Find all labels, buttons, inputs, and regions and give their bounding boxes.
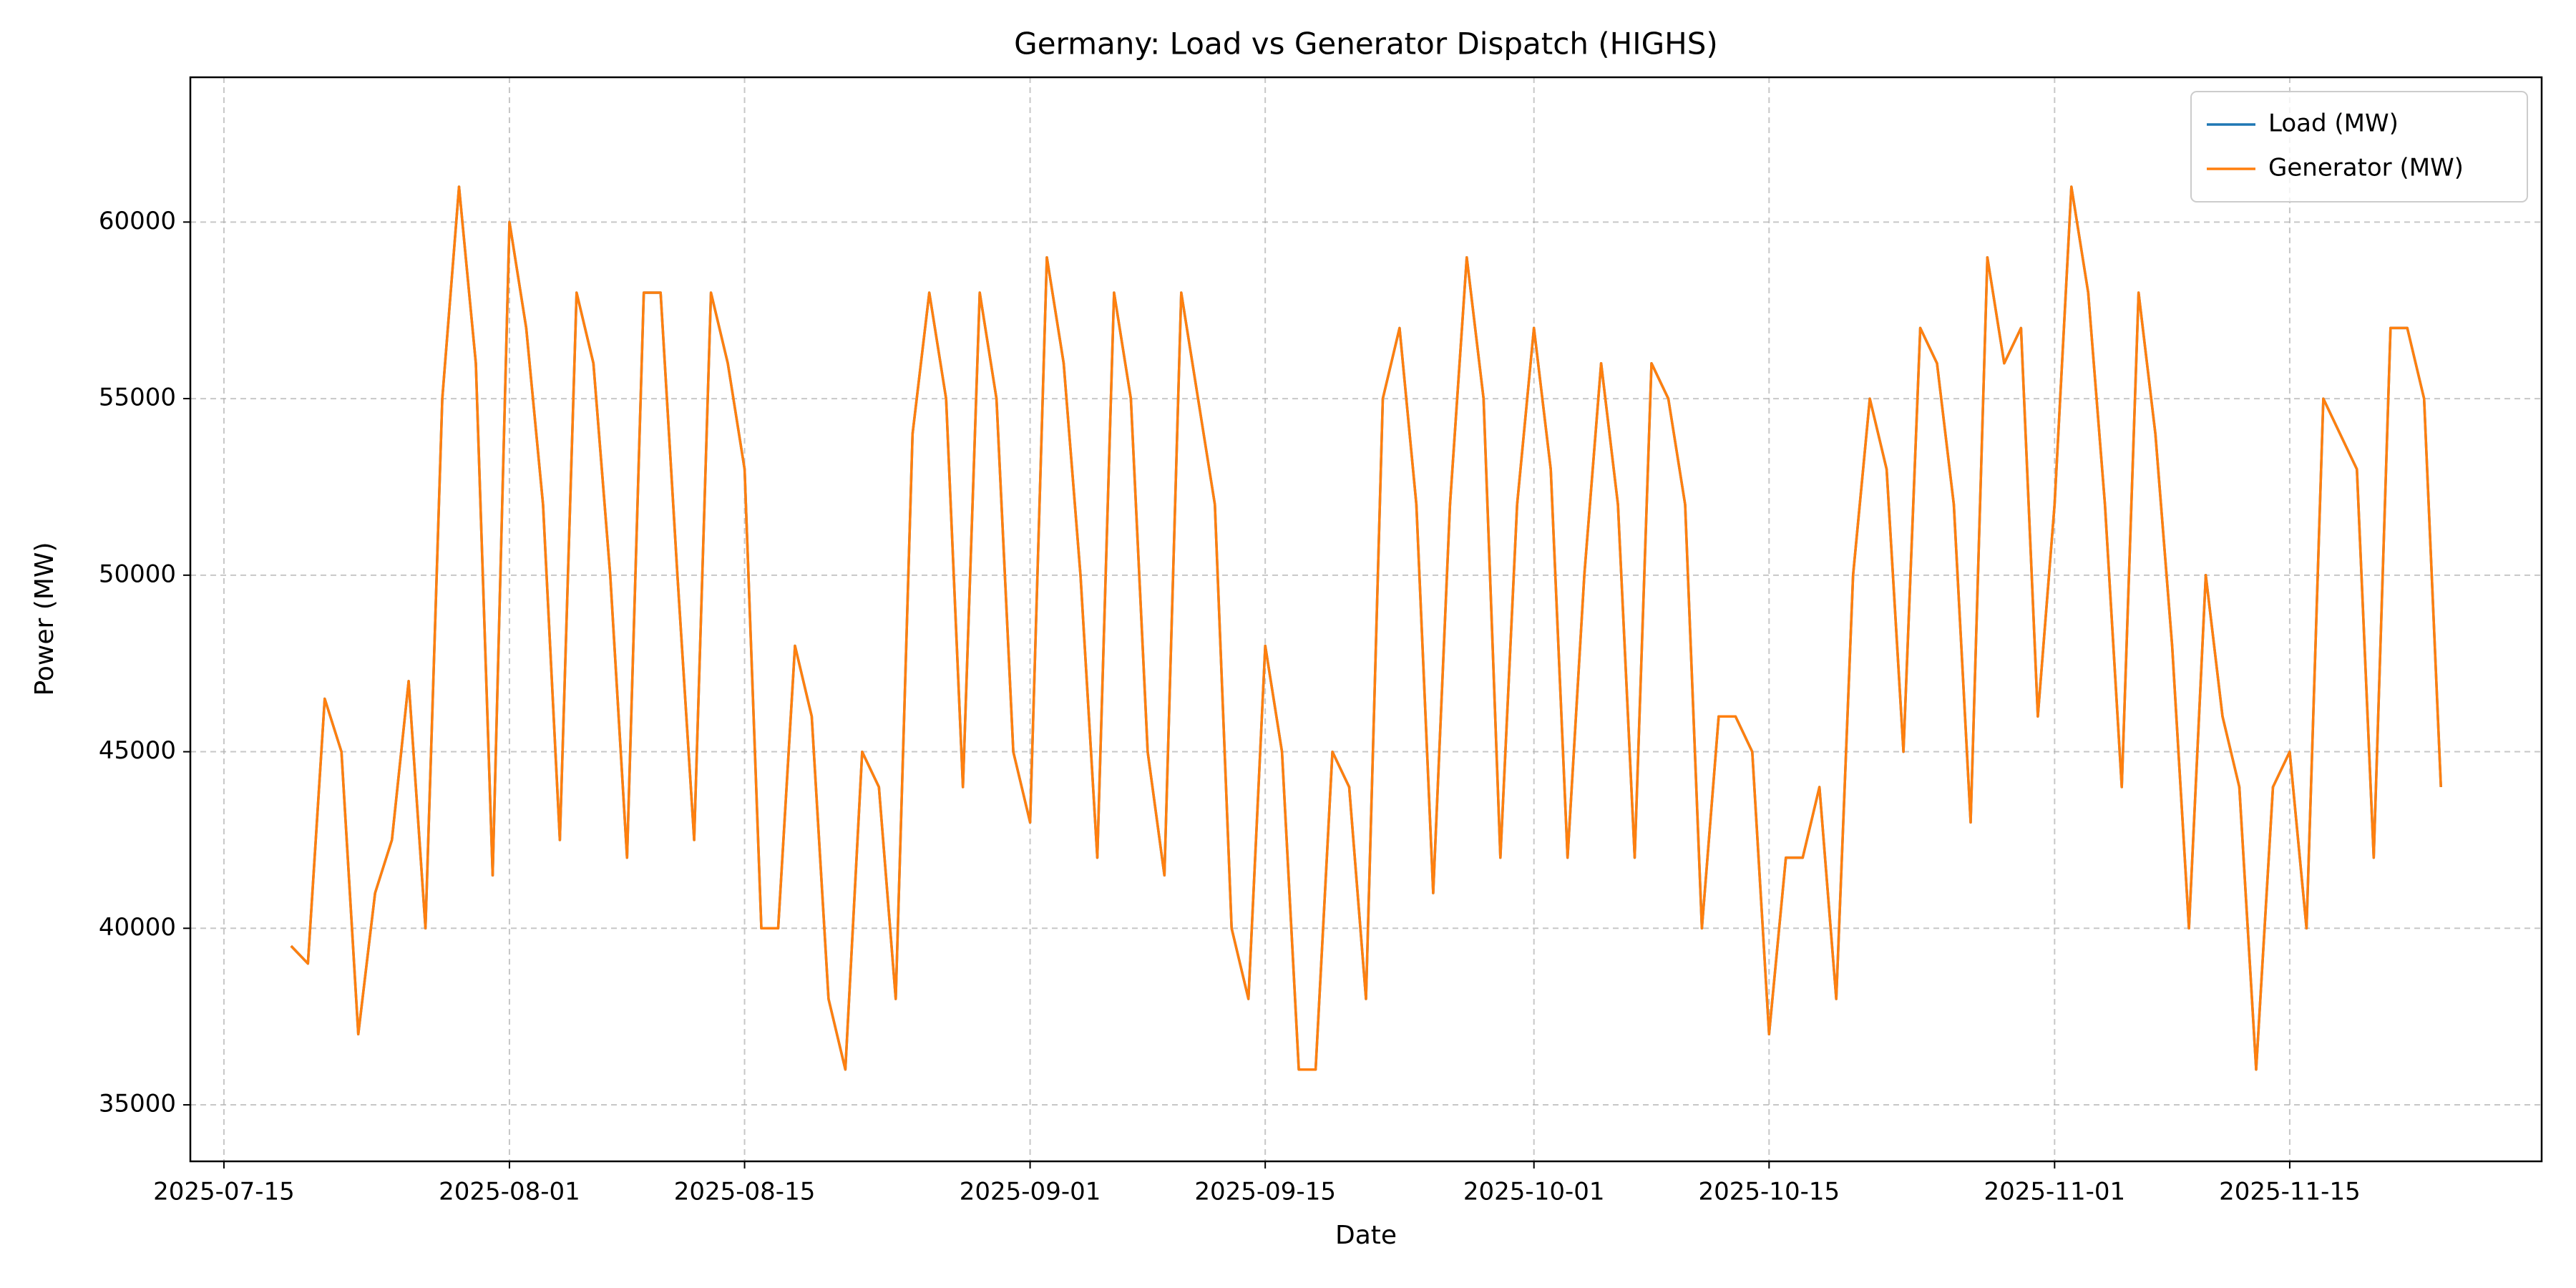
x-tick-label: 2025-08-01	[439, 1178, 580, 1206]
x-tick-label: 2025-07-15	[153, 1178, 295, 1206]
y-tick-label: 50000	[99, 560, 176, 588]
legend-label: Generator (MW)	[2268, 154, 2464, 182]
y-tick-label: 60000	[99, 207, 176, 235]
x-tick-label: 2025-10-15	[1699, 1178, 1840, 1206]
y-tick-label: 55000	[99, 384, 176, 412]
x-axis-label: Date	[1335, 1221, 1397, 1250]
legend-box	[2190, 91, 2528, 203]
x-tick-label: 2025-10-01	[1463, 1178, 1605, 1206]
chart-title: Germany: Load vs Generator Dispatch (HIG…	[1014, 26, 1718, 62]
x-tick-label: 2025-08-15	[674, 1178, 816, 1206]
x-tick-label: 2025-09-15	[1194, 1178, 1336, 1206]
x-tick-label: 2025-09-01	[960, 1178, 1101, 1206]
plot-frame	[189, 76, 2543, 1163]
y-axis-label: Power (MW)	[30, 542, 59, 696]
y-tick-label: 45000	[99, 736, 176, 765]
x-tick-label: 2025-11-01	[1984, 1178, 2126, 1206]
legend-label: Load (MW)	[2268, 109, 2399, 138]
series-line	[290, 185, 2442, 1071]
y-tick-label: 35000	[99, 1090, 176, 1118]
x-tick-label: 2025-11-15	[2219, 1178, 2361, 1206]
y-tick-label: 40000	[99, 913, 176, 942]
